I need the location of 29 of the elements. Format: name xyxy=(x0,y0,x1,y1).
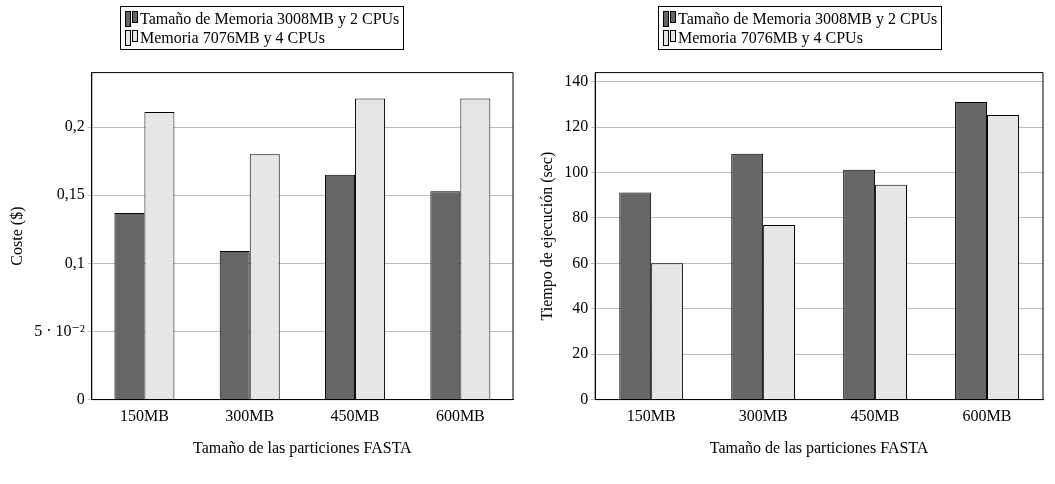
y-tick-label: 60 xyxy=(572,253,589,271)
x-tick-label: 150MB xyxy=(626,407,676,425)
x-tick-label: 450MB xyxy=(330,407,380,425)
x-tick-label: 450MB xyxy=(850,407,900,425)
y-tick-label: 0 xyxy=(76,389,85,407)
legend-label: Tamaño de Memoria 3008MB y 2 CPUs xyxy=(678,9,938,28)
legend-label: Memoria 7076MB y 4 CPUs xyxy=(140,28,325,47)
y-axis-title: Coste ($) xyxy=(7,206,26,266)
x-tick-label: 600MB xyxy=(435,407,485,425)
y-tick-label: 100 xyxy=(564,162,589,180)
y-tick-label: 0 xyxy=(580,389,589,407)
y-tick-label: 140 xyxy=(564,71,589,89)
x-axis-title: Tamaño de las particiones FASTA xyxy=(193,438,413,457)
y-tick-label: 120 xyxy=(564,117,589,135)
legend-label: Memoria 7076MB y 4 CPUs xyxy=(678,28,863,47)
y-axis-title: Tiempo de ejecución (sec) xyxy=(537,151,556,321)
x-tick-label: 300MB xyxy=(225,407,275,425)
x-tick-label: 600MB xyxy=(962,407,1012,425)
y-tick-label: 80 xyxy=(572,208,589,226)
x-tick-label: 150MB xyxy=(119,407,169,425)
x-axis-title: Tamaño de las particiones FASTA xyxy=(709,438,929,457)
legend-label: Tamaño de Memoria 3008MB y 2 CPUs xyxy=(140,9,400,28)
y-tick-label: 0,15 xyxy=(56,185,85,203)
y-tick-label: 5 · 10⁻² xyxy=(34,321,85,339)
y-tick-label: 40 xyxy=(572,298,589,316)
y-tick-label: 0,2 xyxy=(64,117,85,135)
y-tick-label: 0,1 xyxy=(64,253,85,271)
y-tick-label: 20 xyxy=(572,344,589,362)
x-tick-label: 300MB xyxy=(738,407,788,425)
